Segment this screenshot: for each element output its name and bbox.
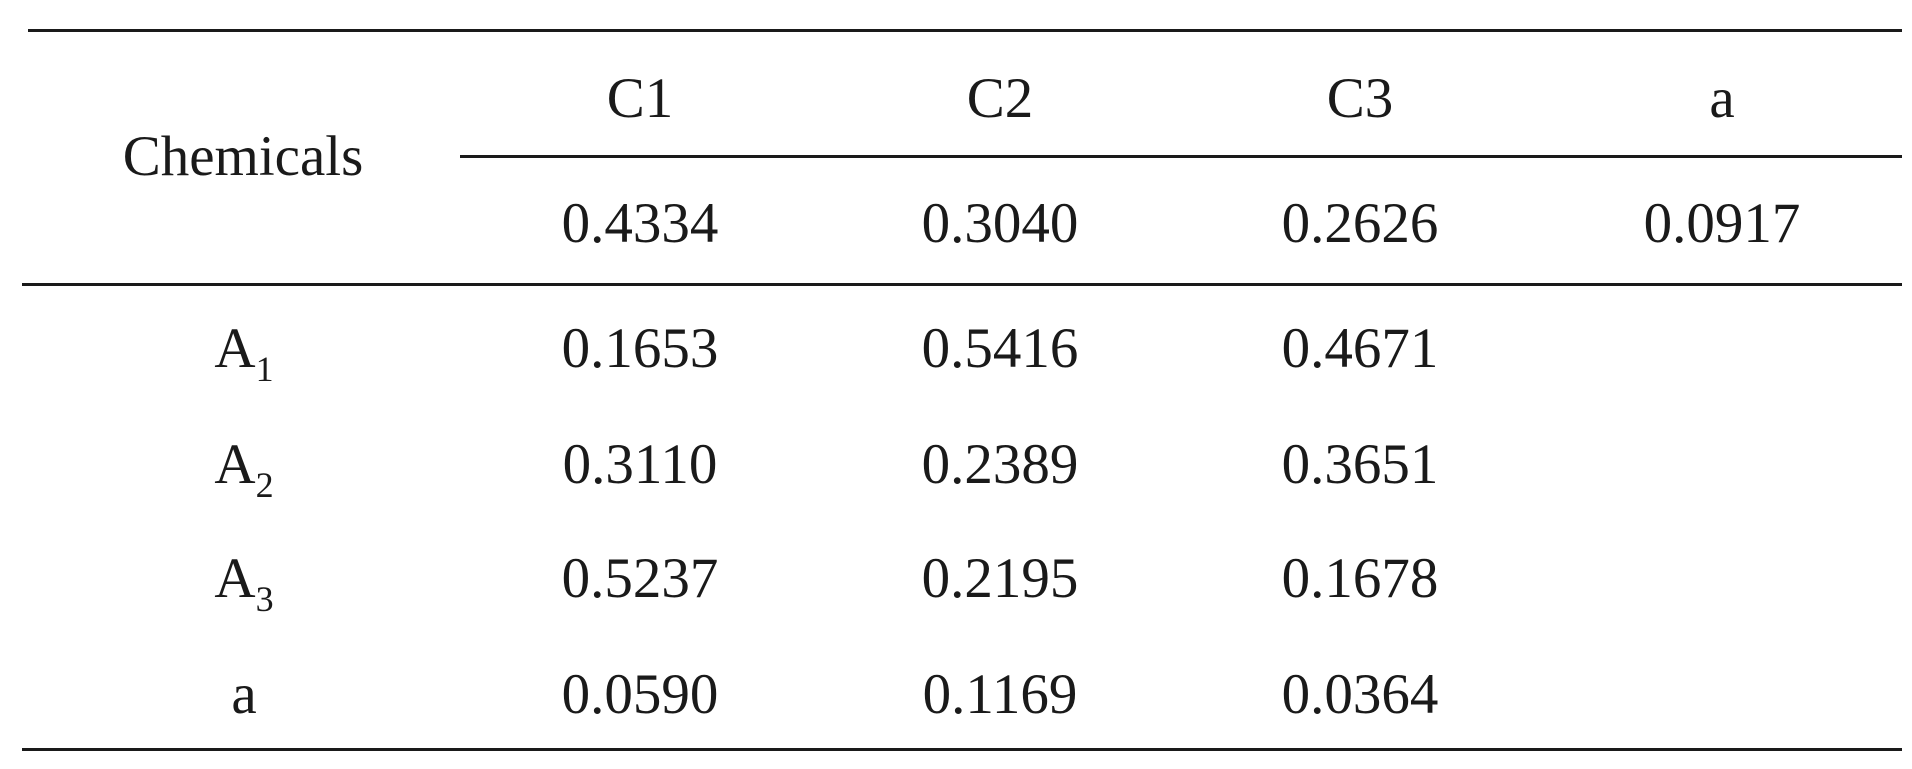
column-header: a [1709, 67, 1735, 130]
table-cell: 0.2389 [921, 433, 1079, 496]
table-cell: 0.0590 [561, 663, 719, 726]
table-bottom-rule [22, 748, 1902, 751]
table-cell: 0.3110 [562, 433, 718, 496]
row-label: a [231, 663, 257, 726]
column-header: C1 [606, 67, 674, 130]
column-weight: 0.3040 [921, 192, 1079, 255]
column-weight: 0.2626 [1281, 192, 1439, 255]
table-cell: 0.1678 [1281, 547, 1439, 610]
row-label: A1 [214, 317, 274, 389]
table-cell: 0.1653 [561, 317, 719, 380]
table-cell: 0.3651 [1281, 433, 1439, 496]
table-cell: 0.0364 [1281, 663, 1439, 726]
column-weight: 0.0917 [1643, 192, 1801, 255]
row-header-label: Chemicals [122, 125, 364, 188]
header-mid-rule [460, 155, 1902, 158]
row-label: A3 [214, 547, 274, 619]
row-label: A2 [214, 433, 274, 505]
table-cell: 0.2195 [921, 547, 1079, 610]
table-cell: 0.1169 [922, 663, 1078, 726]
table-top-rule [28, 29, 1902, 32]
table-cell: 0.5416 [921, 317, 1079, 380]
column-header: C3 [1326, 67, 1394, 130]
header-bottom-rule [22, 283, 1902, 286]
table-cell: 0.5237 [561, 547, 719, 610]
column-header: C2 [966, 67, 1034, 130]
table-cell: 0.4671 [1281, 317, 1439, 380]
column-weight: 0.4334 [561, 192, 719, 255]
